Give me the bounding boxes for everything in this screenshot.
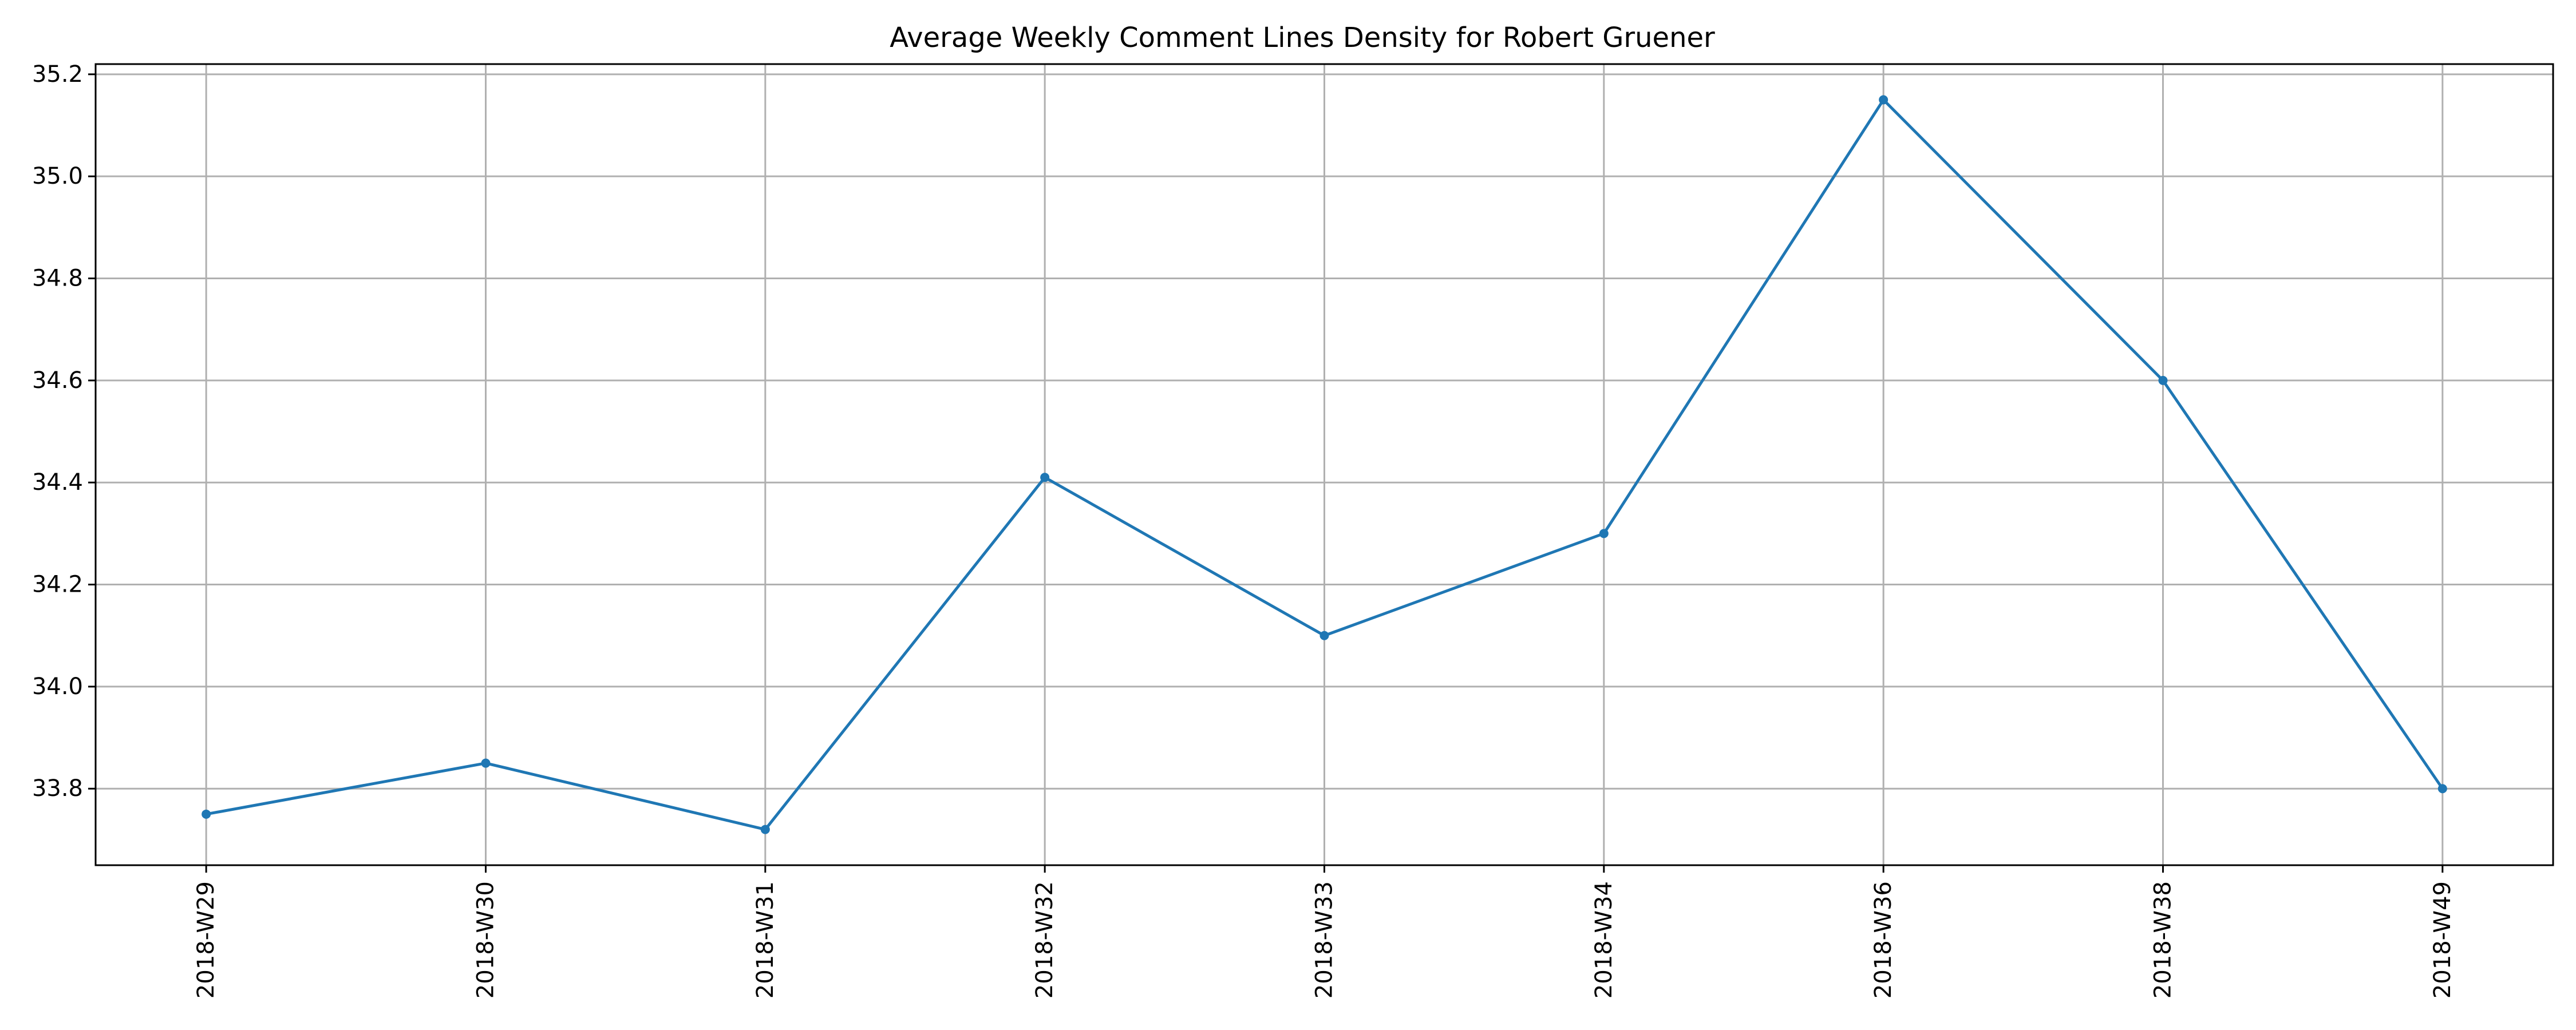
data-point xyxy=(1040,473,1050,482)
x-tick-label: 2018-W33 xyxy=(1311,881,1338,999)
x-tick-label: 2018-W49 xyxy=(2429,881,2456,999)
y-tick-layer: 33.8 34.0 34.2 34.4 34.6 34.8 35.0 35.2 xyxy=(32,61,96,802)
y-tick-label: 34.6 xyxy=(32,367,83,394)
y-tick-label: 33.8 xyxy=(32,775,83,802)
data-point xyxy=(481,758,491,768)
chart-title: Average Weekly Comment Lines Density for… xyxy=(890,22,1715,54)
x-tick-label: 2018-W31 xyxy=(752,881,779,999)
data-point xyxy=(2437,784,2447,794)
x-tick-label: 2018-W32 xyxy=(1032,881,1058,999)
x-tick-label: 2018-W36 xyxy=(1870,881,1897,999)
x-tick-label: 2018-W38 xyxy=(2150,881,2176,999)
y-tick-label: 35.0 xyxy=(32,163,83,189)
x-tick-label: 2018-W30 xyxy=(473,881,499,999)
data-point xyxy=(2158,375,2168,385)
y-tick-label: 34.0 xyxy=(32,674,83,700)
grid-layer xyxy=(96,64,2553,865)
series-layer xyxy=(202,95,2447,834)
data-point xyxy=(1319,631,1329,640)
x-tick-label: 2018-W34 xyxy=(1591,881,1617,999)
data-point xyxy=(760,825,770,834)
x-tick-label: 2018-W29 xyxy=(193,881,219,999)
y-tick-label: 34.4 xyxy=(32,469,83,496)
y-tick-label: 34.8 xyxy=(32,266,83,292)
data-point xyxy=(1599,529,1609,538)
y-tick-label: 34.2 xyxy=(32,572,83,598)
y-tick-label: 35.2 xyxy=(32,61,83,88)
data-point xyxy=(1879,95,1888,105)
x-tick-layer: 2018-W29 2018-W30 2018-W31 2018-W32 2018-W33… xyxy=(193,865,2456,999)
data-point xyxy=(202,809,211,819)
